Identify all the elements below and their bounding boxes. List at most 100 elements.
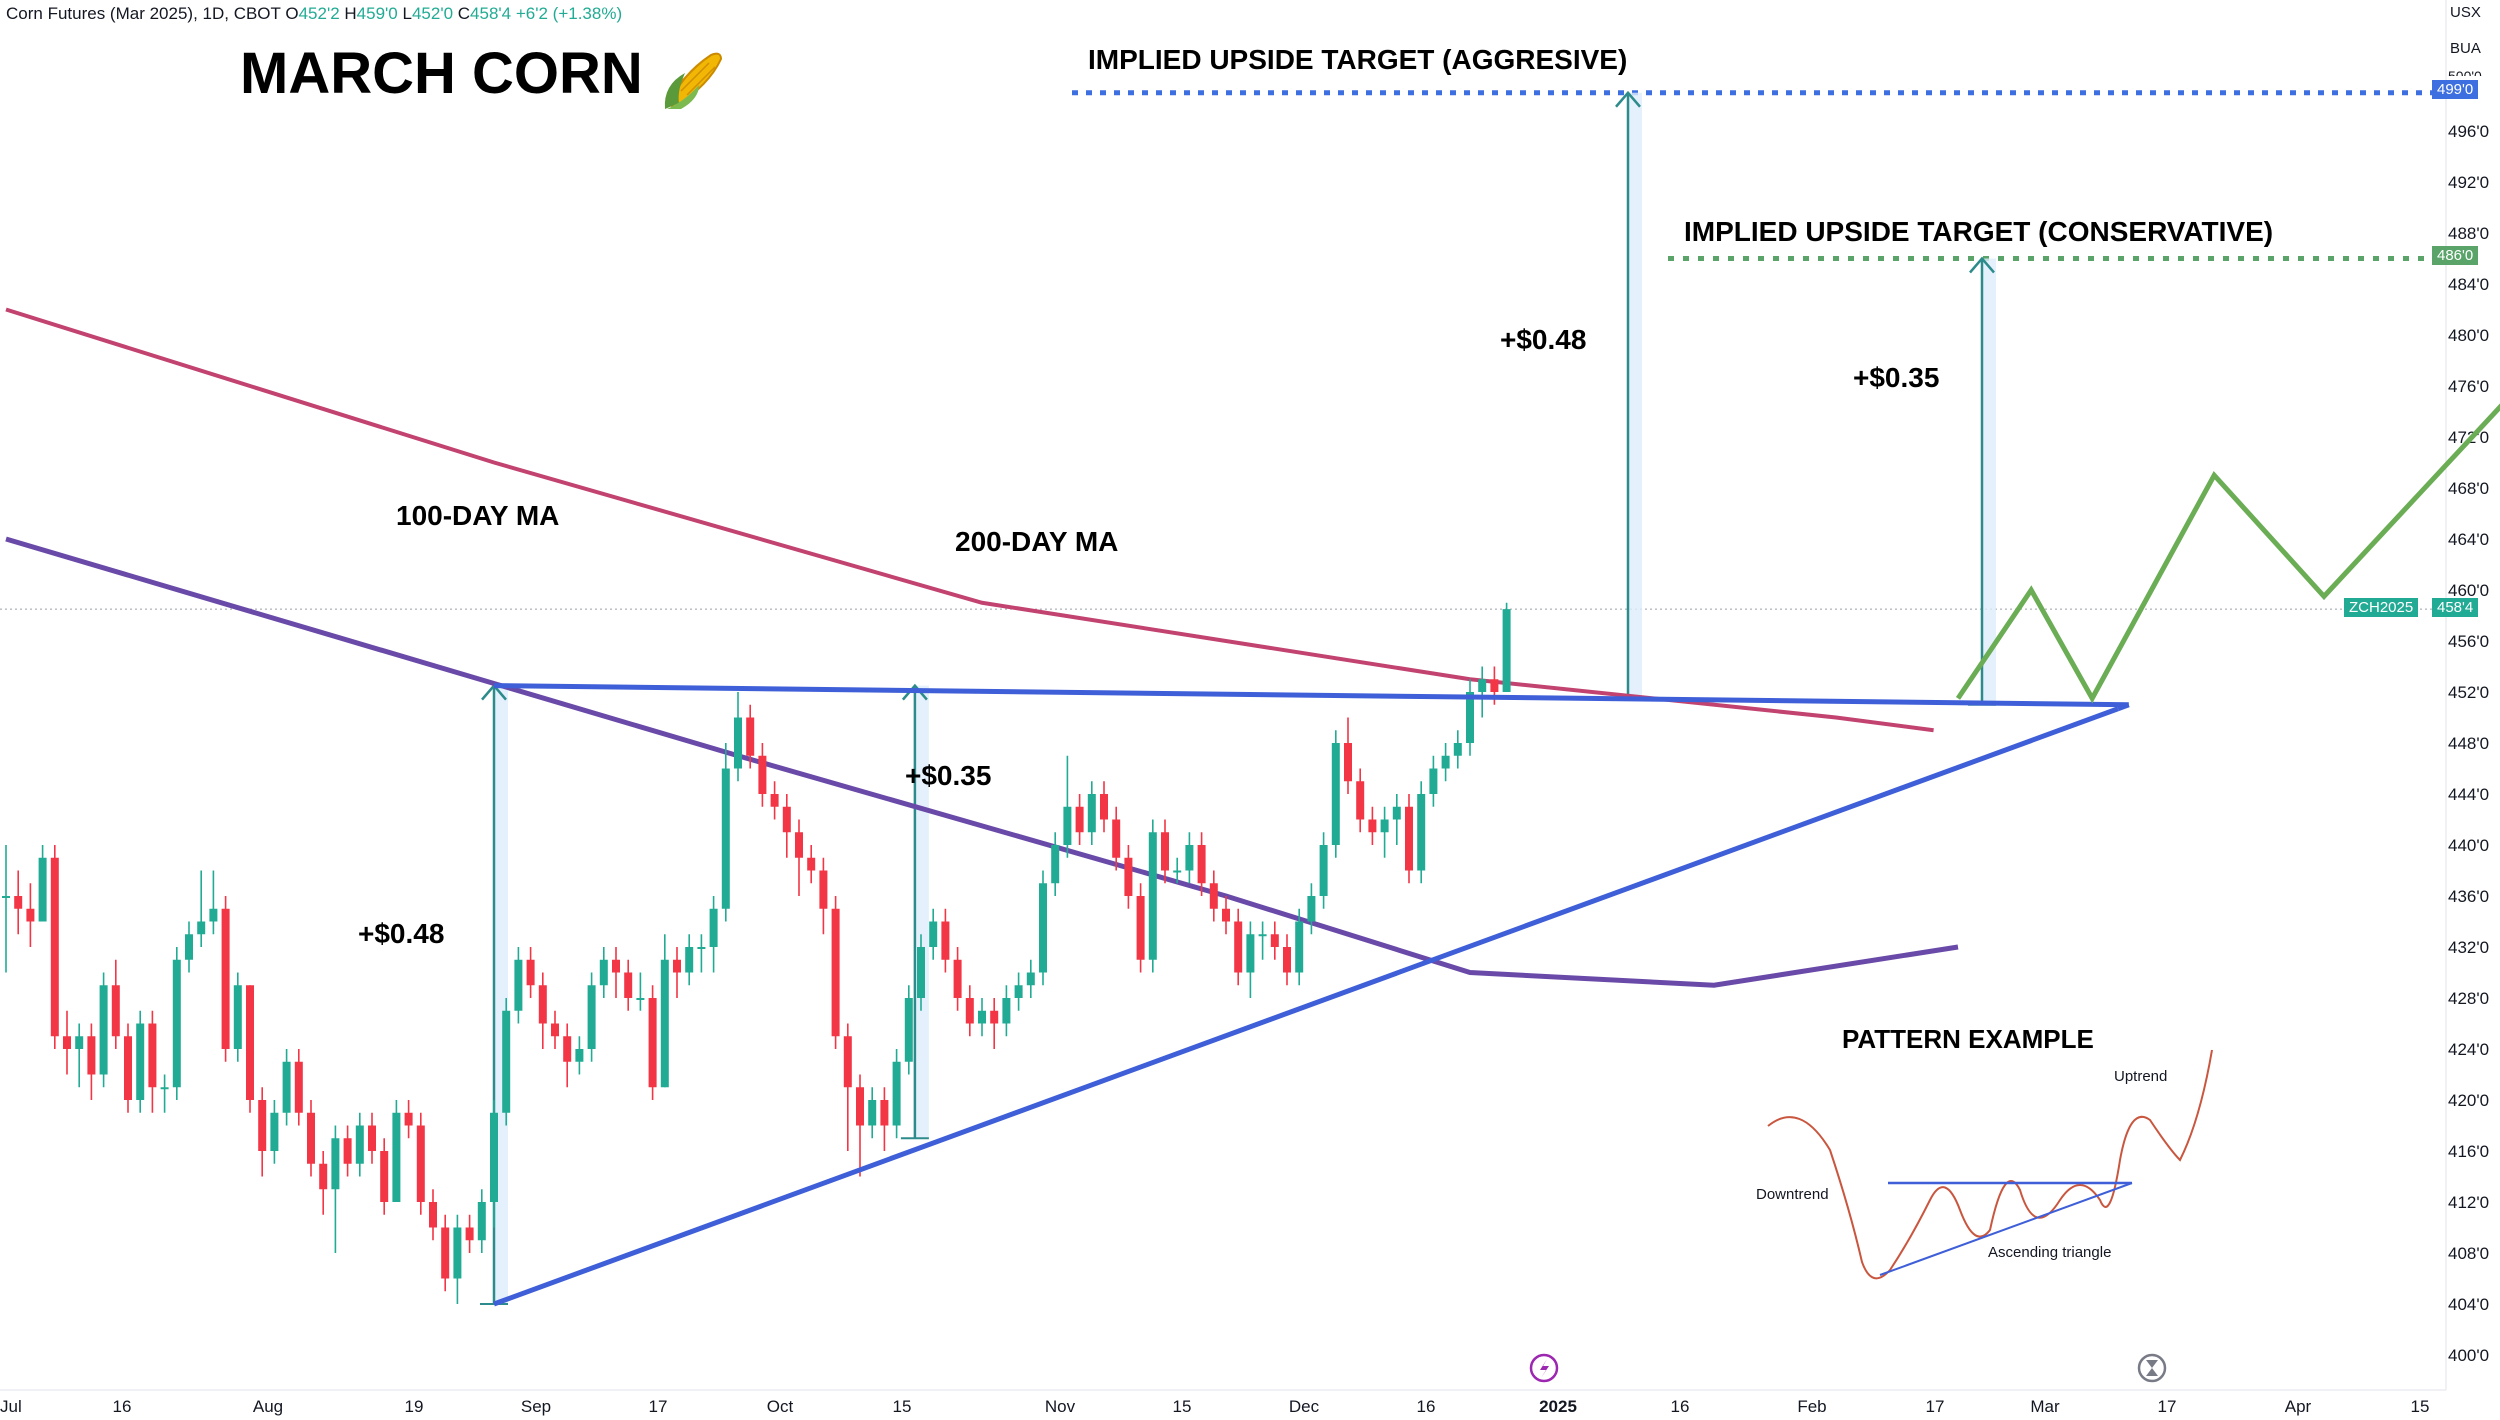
candle-body <box>673 959 681 973</box>
price-tick-label: 432'0 <box>2448 938 2489 957</box>
candle-body <box>1051 845 1060 884</box>
candle-body <box>441 1227 450 1279</box>
ma100-line <box>5 536 1959 988</box>
candle-body <box>99 985 108 1075</box>
candle-body <box>526 959 535 986</box>
price-tick-label: 420'0 <box>2448 1091 2489 1110</box>
candle-body <box>917 947 925 998</box>
projection-small-arrow-head <box>1969 256 1995 274</box>
time-tick-label: 15 <box>2411 1397 2430 1416</box>
candle-body <box>685 947 694 973</box>
price-tick-label: 416'0 <box>2448 1142 2489 1161</box>
candle-body <box>502 1010 511 1113</box>
price-tick-label: 468'0 <box>2448 479 2489 498</box>
time-tick-label: Jul <box>0 1397 22 1416</box>
candle-body <box>770 794 779 807</box>
time-tick-label: Sep <box>521 1397 551 1416</box>
candle-body <box>185 934 193 960</box>
time-tick-label: Dec <box>1289 1397 1320 1416</box>
ma200-line <box>5 307 1934 733</box>
price-tick-label: 492'0 <box>2448 173 2489 192</box>
candle-body <box>197 921 206 935</box>
candle-body <box>1185 845 1194 871</box>
candle-body <box>1356 781 1365 820</box>
time-tick-label: 15 <box>1173 1397 1192 1416</box>
open-label: O <box>285 4 299 23</box>
pattern-example-title: PATTERN EXAMPLE <box>1842 1024 2094 1054</box>
hourglass-icon-glass <box>2146 1360 2158 1376</box>
aggressive-target-label: IMPLIED UPSIDE TARGET (AGGRESIVE) <box>1088 44 1628 75</box>
candle-body <box>136 1023 145 1100</box>
candle-body <box>990 1010 999 1024</box>
pattern-triangle-label: Ascending triangle <box>1988 1244 2112 1261</box>
measure-left-label: +$0.48 <box>358 918 445 949</box>
projection-big-arrow-band <box>1628 92 1642 699</box>
candle-body <box>1100 794 1108 820</box>
candle-body <box>2 896 10 898</box>
candle-body <box>331 1138 340 1190</box>
open-value: 452'2 <box>298 4 340 23</box>
measure-mid-arrow-head <box>901 683 928 701</box>
time-tick-label: 15 <box>893 1397 912 1416</box>
candle-body <box>1246 934 1255 973</box>
candle-body <box>819 870 828 909</box>
candle-body <box>892 1061 901 1126</box>
last-symbol-tag: ZCH2025 <box>2344 598 2419 617</box>
candle-body <box>307 1112 315 1164</box>
ma100-label: 100-DAY MA <box>396 500 560 531</box>
candle-body <box>209 908 218 922</box>
candle-body <box>1319 845 1328 896</box>
price-tick-label: 480'0 <box>2448 326 2489 345</box>
time-tick-label: 16 <box>1671 1397 1690 1416</box>
candle-body <box>648 998 657 1088</box>
candle-body <box>465 1227 474 1241</box>
support-trendline <box>493 706 2119 1307</box>
candle-body <box>709 908 718 947</box>
high-label: H <box>344 4 357 23</box>
candle-body <box>111 985 120 1037</box>
time-tick-label: 16 <box>1417 1397 1436 1416</box>
candle-body <box>1283 947 1291 973</box>
candle-body <box>429 1202 437 1228</box>
candle-body <box>1063 806 1072 845</box>
measure-mid-label: +$0.35 <box>905 760 992 791</box>
candle-body <box>965 998 974 1024</box>
price-tick-label: 476'0 <box>2448 377 2489 396</box>
price-tick-label: 440'0 <box>2448 836 2489 855</box>
close-label: C <box>457 4 471 23</box>
candle-body <box>782 806 791 833</box>
price-tick-label: 404'0 <box>2448 1295 2489 1314</box>
candle-body <box>1075 806 1084 833</box>
currency-label: USX <box>2450 4 2481 21</box>
candle-body <box>1222 908 1230 922</box>
lightning-icon-ring <box>1529 1353 1559 1383</box>
projection-small-arrow-band <box>1982 258 1996 705</box>
candle-body <box>868 1100 877 1126</box>
candle-body <box>1417 794 1426 871</box>
price-tick-label: 496'0 <box>2448 122 2489 141</box>
price-tick-label: 488'0 <box>2448 224 2489 243</box>
price-tick-label: 448'0 <box>2448 734 2489 753</box>
symbol-header: Corn Futures (Mar 2025), 1D, CBOT O452'2… <box>6 4 622 24</box>
candle-body <box>38 857 47 922</box>
measure-left-arrow-band <box>494 685 508 1304</box>
candle-body <box>758 755 767 794</box>
candle-body <box>160 1087 169 1090</box>
resistance-extension <box>2117 702 2130 712</box>
candle-body <box>282 1061 291 1113</box>
candle-body <box>355 1125 364 1164</box>
time-tick-label: Nov <box>1045 1397 1076 1416</box>
time-tick-label: Feb <box>1797 1397 1826 1416</box>
candle-body <box>1161 832 1169 871</box>
lightning-icon-bolt <box>1540 1359 1549 1378</box>
candle-body <box>856 1087 864 1126</box>
candle-body <box>380 1151 389 1202</box>
hourglass-icon <box>2137 1353 2167 1383</box>
unit-label: BUA <box>2450 40 2481 57</box>
candle-body <box>563 1036 572 1062</box>
candle-body <box>87 1036 96 1075</box>
time-tick-label: Apr <box>2285 1397 2312 1416</box>
lightning-icon <box>1529 1353 1559 1383</box>
pattern-price-curve <box>1767 1049 2213 1280</box>
time-tick-label: 17 <box>1926 1397 1945 1416</box>
